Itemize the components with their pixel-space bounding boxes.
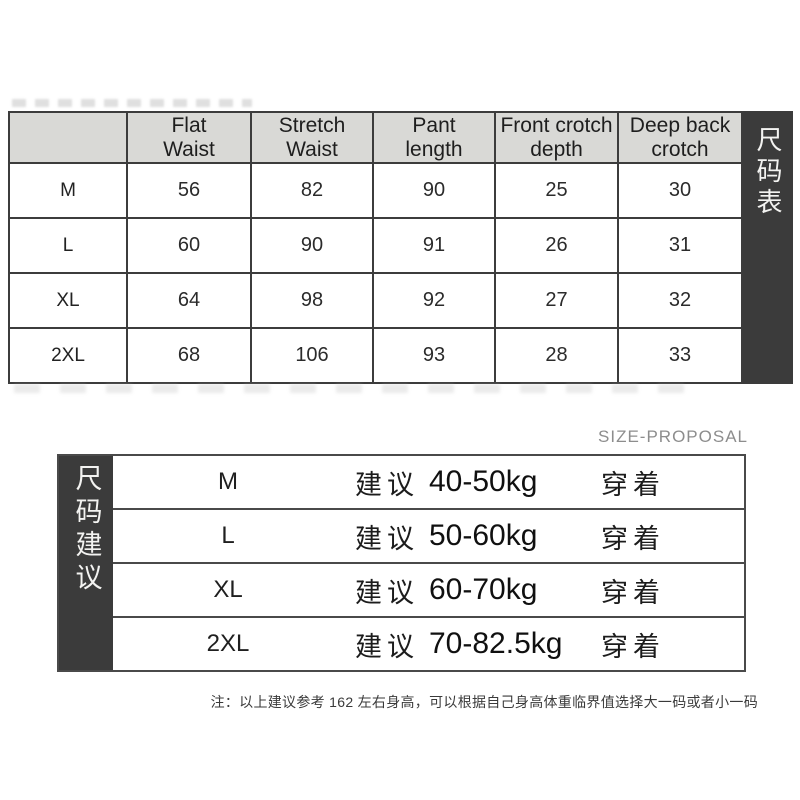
advice-text: 建议 70-82.5kg 穿着	[343, 625, 665, 664]
size-cell: XL	[8, 272, 128, 329]
size-label: XL	[213, 576, 243, 603]
value-cell: 60	[126, 217, 252, 274]
advice-suffix: 穿着	[601, 523, 665, 554]
advice-suffix: 穿着	[601, 631, 665, 662]
value-cell: 90	[250, 217, 374, 274]
value-cell: 33	[617, 327, 743, 384]
size-chart-header-row: Flat Waist Stretch Waist Pant length Fro…	[8, 111, 743, 164]
value-cell: 32	[617, 272, 743, 329]
value-cell: 27	[494, 272, 619, 329]
size-proposal-rows: M 建议 40-50kg 穿着 L 建议 50-60kg 穿着 XL 建议	[113, 456, 744, 670]
weight-range: 50-60kg	[429, 519, 538, 552]
size-cell: L	[8, 217, 128, 274]
advice-text: 建议 60-70kg 穿着	[343, 571, 665, 610]
value-cell: 93	[372, 327, 496, 384]
size-chart-vertical-label: 尺码表	[753, 126, 783, 219]
advice-text: 建议 40-50kg 穿着	[343, 463, 665, 502]
size-label: 2XL	[206, 630, 250, 657]
header-cell-flat-waist: Flat Waist	[126, 111, 252, 164]
list-item: XL 建议 60-70kg 穿着	[113, 564, 744, 618]
artifact-smudge-bottom	[14, 384, 704, 393]
header-cell-front-crotch-depth: Front crotch depth	[494, 111, 619, 164]
size-cell: M	[8, 162, 128, 219]
artifact-smudge-top	[12, 99, 252, 107]
footnote: 注：以上建议参考 162 左右身高，可以根据自己身高体重临界值选择大一码或者小一…	[210, 694, 758, 710]
advice-prefix: 建议	[355, 631, 419, 662]
header-cell-deep-back-crotch: Deep back crotch	[617, 111, 743, 164]
value-cell: 82	[250, 162, 374, 219]
list-item: M 建议 40-50kg 穿着	[113, 456, 744, 510]
advice-prefix: 建议	[355, 577, 419, 608]
size-chart-side-banner: 尺码表	[743, 111, 793, 384]
value-cell: 90	[372, 162, 496, 219]
value-cell: 106	[250, 327, 374, 384]
advice-suffix: 穿着	[601, 577, 665, 608]
weight-range: 40-50kg	[429, 465, 538, 498]
value-cell: 91	[372, 217, 496, 274]
size-label: M	[218, 468, 238, 495]
size-proposal-heading: SIZE-PROPOSAL	[598, 427, 748, 446]
advice-suffix: 穿着	[601, 469, 665, 500]
value-cell: 30	[617, 162, 743, 219]
size-proposal-side-banner: 尺码建议	[59, 456, 113, 670]
size-chart-section: Flat Waist Stretch Waist Pant length Fro…	[8, 111, 793, 384]
list-item: L 建议 50-60kg 穿着	[113, 510, 744, 564]
advice-text: 建议 50-60kg 穿着	[343, 517, 665, 556]
value-cell: 31	[617, 217, 743, 274]
header-cell-stretch-waist: Stretch Waist	[250, 111, 374, 164]
value-cell: 28	[494, 327, 619, 384]
table-row: 2XL 68 106 93 28 33	[8, 327, 743, 384]
list-item: 2XL 建议 70-82.5kg 穿着	[113, 618, 744, 670]
size-proposal-section: 尺码建议 M 建议 40-50kg 穿着 L 建议 50-60kg 穿着	[57, 454, 746, 672]
value-cell: 92	[372, 272, 496, 329]
size-chart-table: Flat Waist Stretch Waist Pant length Fro…	[8, 111, 743, 384]
advice-prefix: 建议	[355, 523, 419, 554]
size-cell: 2XL	[8, 327, 128, 384]
value-cell: 25	[494, 162, 619, 219]
value-cell: 98	[250, 272, 374, 329]
header-cell-empty	[8, 111, 128, 164]
value-cell: 26	[494, 217, 619, 274]
advice-prefix: 建议	[355, 469, 419, 500]
weight-range: 70-82.5kg	[429, 627, 563, 660]
weight-range: 60-70kg	[429, 573, 538, 606]
value-cell: 56	[126, 162, 252, 219]
value-cell: 68	[126, 327, 252, 384]
table-row: L 60 90 91 26 31	[8, 217, 743, 274]
value-cell: 64	[126, 272, 252, 329]
header-cell-pant-length: Pant length	[372, 111, 496, 164]
size-proposal-vertical-label: 尺码建议	[71, 464, 102, 596]
table-row: XL 64 98 92 27 32	[8, 272, 743, 329]
table-row: M 56 82 90 25 30	[8, 162, 743, 219]
size-label: L	[221, 522, 235, 549]
